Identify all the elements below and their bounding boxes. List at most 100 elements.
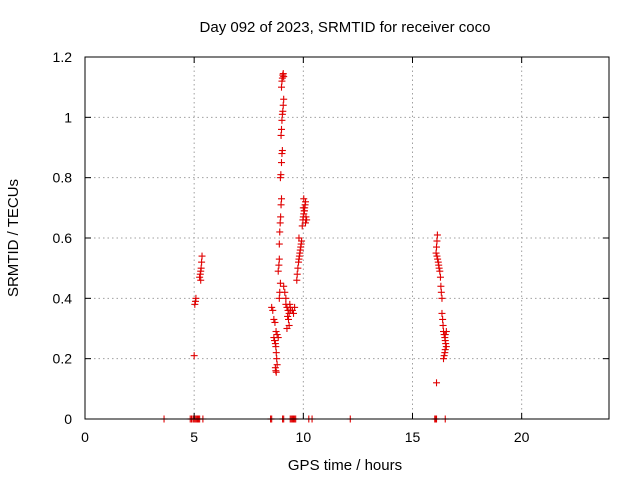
data-point (279, 101, 287, 109)
data-point (282, 294, 290, 302)
y-tick-label: 0 (64, 411, 72, 427)
data-point (440, 355, 448, 363)
data-point (439, 315, 447, 323)
x-tick-label: 20 (514, 429, 530, 445)
y-tick-label: 1.2 (53, 49, 73, 65)
data-point (275, 294, 283, 302)
data-point (276, 228, 284, 236)
data-point (275, 255, 283, 263)
data-point (272, 368, 280, 376)
data-point (196, 273, 204, 281)
x-tick-label: 0 (81, 429, 89, 445)
data-point (272, 349, 280, 357)
data-point (281, 288, 289, 296)
data-point (191, 300, 199, 308)
data-point (442, 343, 450, 351)
data-point (278, 83, 285, 91)
data-point (198, 252, 206, 260)
data-point (295, 234, 303, 242)
data-point (433, 231, 441, 239)
data-point (437, 282, 445, 290)
data-point (270, 315, 278, 323)
data-point (436, 273, 444, 281)
axis-ticks: 0 5 10 15 20 0 0.2 0.4 0.6 0.8 1 1.2 (53, 49, 609, 445)
data-point (438, 294, 446, 302)
x-tick-label: 10 (296, 429, 312, 445)
data-point (284, 312, 292, 320)
data-point (300, 195, 308, 203)
data-point (436, 267, 444, 275)
data-point (302, 219, 310, 227)
data-point (277, 201, 285, 209)
data-point (441, 349, 449, 357)
data-point (280, 73, 288, 81)
data-point (433, 237, 441, 245)
data-point (277, 171, 285, 179)
data-point (284, 315, 292, 323)
y-tick-label: 0.4 (53, 290, 73, 306)
y-tick-label: 0.8 (53, 170, 73, 186)
data-point (271, 337, 279, 345)
data-point (441, 331, 449, 339)
data-point (280, 95, 288, 103)
data-point (197, 276, 205, 284)
data-point (271, 318, 279, 326)
data-point (299, 204, 307, 212)
data-point (278, 159, 285, 167)
data-point (303, 216, 311, 224)
data-point (278, 125, 285, 133)
data-point (298, 222, 306, 230)
data-point (435, 264, 443, 272)
x-axis-label: GPS time / hours (288, 457, 402, 474)
data-point (277, 131, 285, 139)
data-point (293, 270, 301, 278)
data-point (198, 258, 206, 266)
grid-lines (85, 57, 609, 419)
data-point (275, 261, 283, 269)
data-point (273, 361, 281, 369)
data-point (279, 107, 287, 115)
data-point (273, 331, 281, 339)
data-point (276, 279, 284, 287)
chart-title: Day 092 of 2023, SRMTID for receiver coc… (200, 19, 491, 36)
data-point (268, 303, 276, 311)
data-point (438, 309, 446, 317)
data-point (442, 340, 450, 348)
data-point (277, 213, 285, 221)
y-axis-label: SRMTID / TECUs (5, 179, 22, 297)
data-point (273, 355, 281, 363)
data-point (302, 198, 310, 206)
data-point (291, 303, 299, 311)
data-point (302, 213, 310, 221)
data-point (434, 255, 442, 263)
data-point (300, 207, 308, 215)
data-point (294, 264, 302, 272)
data-point (290, 309, 298, 317)
data-point (278, 195, 285, 203)
data-point (433, 379, 441, 387)
data-point (192, 294, 200, 302)
data-point (440, 352, 448, 360)
data-point (278, 116, 286, 124)
data-point (283, 325, 291, 332)
data-point (272, 328, 280, 336)
y-tick-label: 0.2 (53, 351, 73, 367)
data-point (280, 282, 288, 290)
data-point (272, 343, 280, 351)
data-point (433, 243, 441, 251)
data-point (190, 352, 198, 360)
x-tick-label: 15 (405, 429, 421, 445)
data-point (439, 321, 447, 329)
data-point (432, 249, 440, 257)
data-point (270, 334, 278, 342)
data-point (274, 267, 282, 275)
data-point (442, 328, 450, 336)
data-points (160, 70, 450, 423)
data-point (276, 219, 284, 227)
y-tick-label: 0.6 (53, 230, 73, 246)
data-point (437, 288, 445, 296)
y-tick-label: 1 (64, 109, 72, 125)
x-tick-label: 5 (190, 429, 198, 445)
data-point (275, 240, 283, 248)
